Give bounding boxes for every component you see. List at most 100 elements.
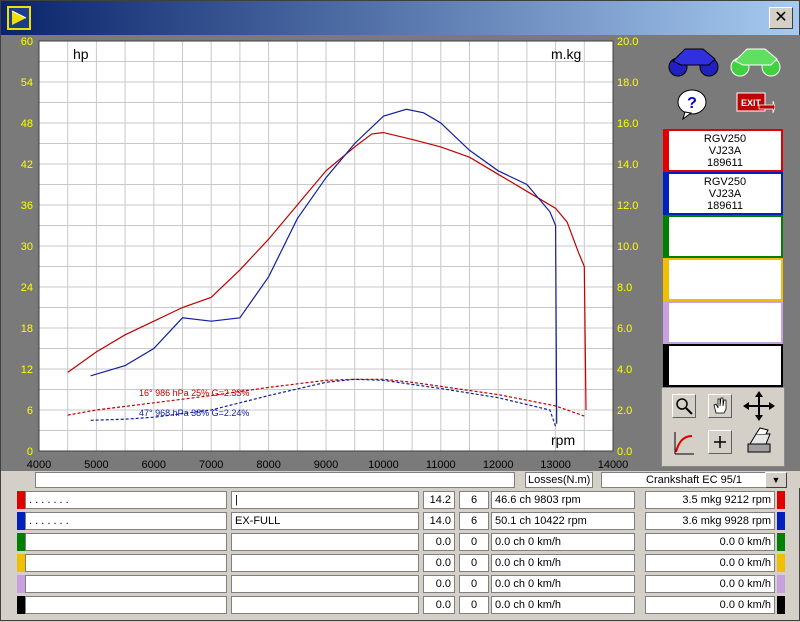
run-name-field[interactable] [25,596,227,614]
table-row: 0.0 0 0.0 ch 0 km/h 0.0 0 km/h [1,573,800,594]
max-torque-field[interactable]: 3.6 mkg 9928 rpm [645,512,775,530]
max-torque-field[interactable]: 0.0 0 km/h [645,575,775,593]
axis-control-row [1,471,800,488]
dyno-chart: 0 6 12 18 24 30 36 42 48 54 60 0.0 2.0 4.0 6.0 8.0 10.0 1… [1,35,661,471]
x-tick-label: 6000 [142,459,166,471]
help-icon: ? [677,89,707,121]
left-unit-label: hp [73,46,89,62]
run-slot-line: RGV250 [703,176,747,188]
run-name-field[interactable] [25,575,227,593]
run-slot-6[interactable] [663,344,783,387]
y-right-tick-label: 16.0 [617,118,638,130]
x-tick-label: 10000 [368,459,399,471]
load-run-green-button[interactable] [725,39,785,79]
curve-button[interactable] [672,430,696,455]
table-row: 0.0 0 0.0 ch 0 km/h 0.0 0 km/h [1,594,800,615]
value-field[interactable]: 0.0 [423,533,455,551]
gear-field[interactable]: 0 [459,596,489,614]
value-field[interactable]: 14.0 [423,512,455,530]
move-button[interactable] [742,390,776,422]
close-button[interactable]: ✕ [769,7,793,29]
max-torque-field[interactable]: 3.5 mkg 9212 rpm [645,491,775,509]
crankshaft-select[interactable]: Crankshaft EC 95/1 [601,472,787,488]
run-tag-field[interactable]: | [231,491,419,509]
y-left-tick-label: 54 [21,77,33,89]
crankshaft-dropdown[interactable]: ▼ [765,472,787,488]
y-left-tick-label: 12 [21,364,33,376]
max-power-field[interactable]: 46.6 ch 9803 rpm [491,491,635,509]
right-color-swatch [777,491,785,509]
zoom-button[interactable] [672,394,696,418]
right-color-swatch [777,575,785,593]
chart-canvas: 0 6 12 18 24 30 36 42 48 54 60 0.0 2.0 4.0 6.0 8.0 10.0 1… [21,36,639,458]
run-name-field[interactable] [25,554,227,572]
max-torque-field[interactable]: 0.0 0 km/h [645,596,775,614]
max-torque-field[interactable]: 0.0 0 km/h [645,554,775,572]
max-power-field[interactable]: 50.1 ch 10422 rpm [491,512,635,530]
run-slot-1[interactable]: RGV250 VJ23A 189611 [663,129,783,172]
y-left-tick-label: 30 [21,241,33,253]
pan-button[interactable] [708,394,732,418]
title-bar[interactable]: ✕ [1,1,799,35]
gear-field[interactable]: 0 [459,575,489,593]
run-tag-field[interactable] [231,554,419,572]
series-line-0 [67,131,587,411]
help-button[interactable]: ? [675,87,709,121]
run-tag-field[interactable]: EX-FULL [231,512,419,530]
y-right-tick-label: 12.0 [617,200,638,212]
run-name-field[interactable]: . . . . . . . [25,491,227,509]
max-power-field[interactable]: 0.0 ch 0 km/h [491,533,635,551]
run-slot-3[interactable] [663,215,783,258]
y-right-tick-label: 6.0 [617,323,632,335]
right-color-swatch [777,596,785,614]
left-color-swatch [17,533,25,551]
motorcycle-blue-icon [668,48,719,77]
max-power-field[interactable]: 0.0 ch 0 km/h [491,554,635,572]
left-color-swatch [17,596,25,614]
losses-button[interactable]: Losses(N.m) [525,472,593,488]
help-glyph: ? [687,95,697,112]
right-color-swatch [777,533,785,551]
right-unit-label: m.kg [551,46,581,62]
run-tag-field[interactable] [231,533,419,551]
exit-button[interactable]: EXIT [735,89,776,119]
chart-tools [661,387,785,467]
y-right-tick-label: 20.0 [617,36,638,48]
run-tag-field[interactable] [231,596,419,614]
gear-field[interactable]: 0 [459,554,489,572]
hand-icon [713,397,727,414]
table-row: . . . . . . . | 14.2 6 46.6 ch 9803 rpm 3.5 m… [1,489,800,510]
y-right-tick-label: 18.0 [617,77,638,89]
gear-field[interactable]: 6 [459,491,489,509]
value-field[interactable]: 0.0 [423,554,455,572]
y-left-tick-label: 24 [21,282,33,294]
value-field[interactable]: 14.2 [423,491,455,509]
exit-icon: EXIT [736,92,776,114]
plus-icon [714,436,726,448]
run-slot-2[interactable]: RGV250 VJ23A 189611 [663,172,783,215]
y-right-tick-label: 4.0 [617,364,632,376]
value-field[interactable]: 0.0 [423,596,455,614]
max-torque-field[interactable]: 0.0 0 km/h [645,533,775,551]
run-slot-4[interactable] [663,258,783,301]
y-left-tick-label: 6 [27,405,33,417]
print-button[interactable] [744,426,774,456]
series-line-1 [90,108,558,424]
gear-field[interactable]: 0 [459,533,489,551]
run-tag-field[interactable] [231,575,419,593]
gear-field[interactable]: 6 [459,512,489,530]
run-name-field[interactable] [25,533,227,551]
y-left-tick-label: 48 [21,118,33,130]
max-power-field[interactable]: 0.0 ch 0 km/h [491,596,635,614]
run-name-field[interactable]: . . . . . . . [25,512,227,530]
table-row: 0.0 0 0.0 ch 0 km/h 0.0 0 km/h [1,531,800,552]
add-cursor-button[interactable] [708,430,732,454]
table-row: 0.0 0 0.0 ch 0 km/h 0.0 0 km/h [1,552,800,573]
load-run-blue-button[interactable] [663,39,723,79]
run-slot-5[interactable] [663,301,783,344]
y-right-tick-label: 8.0 [617,282,632,294]
value-field[interactable]: 0.0 [423,575,455,593]
y-right-tick-label: 2.0 [617,405,632,417]
max-power-field[interactable]: 0.0 ch 0 km/h [491,575,635,593]
x-tick-label: 12000 [483,459,514,471]
